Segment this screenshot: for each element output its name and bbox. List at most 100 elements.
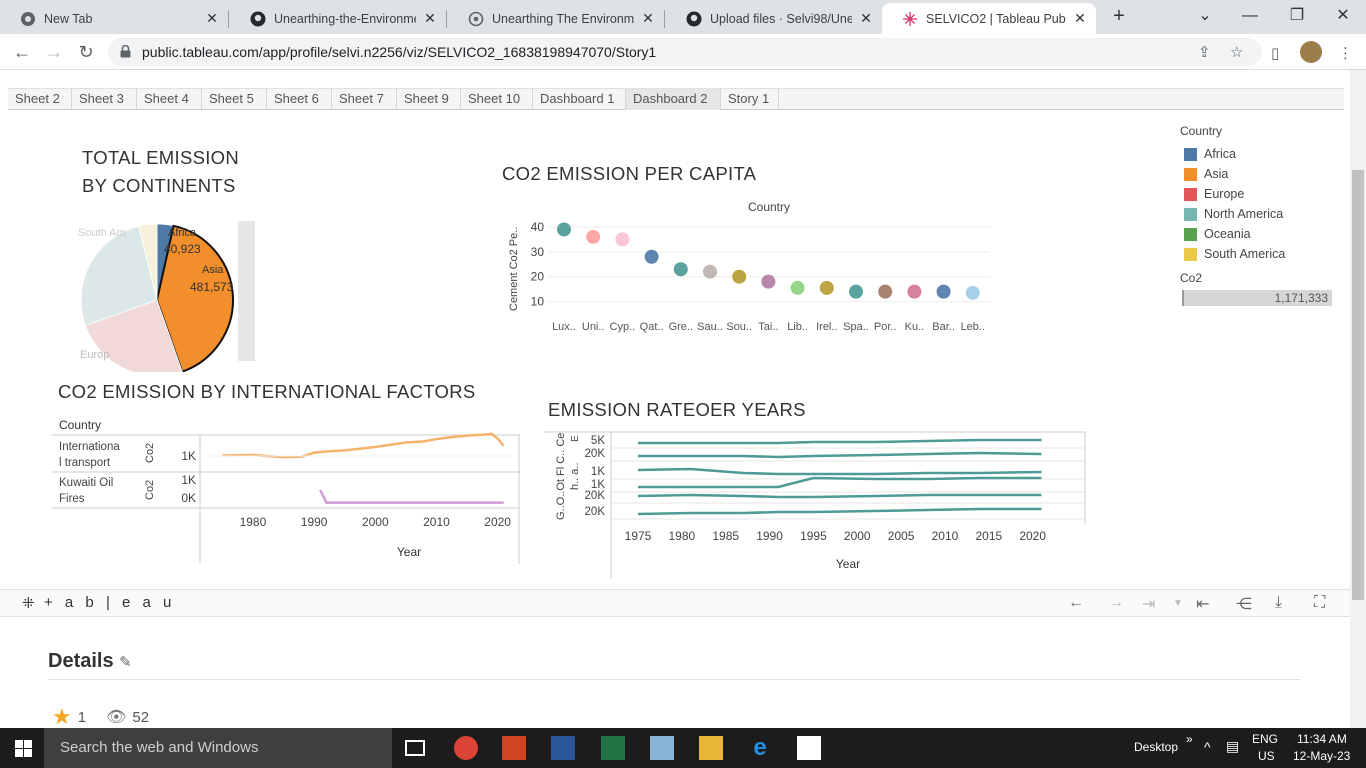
forward-arrow-icon[interactable]: → [45, 42, 63, 62]
legend-item[interactable]: Asia [1184, 164, 1228, 184]
reload-icon[interactable]: ↻ [78, 42, 94, 62]
tab-github-repo[interactable]: Unearthing-the-Environment ✕ [230, 3, 446, 34]
sheet-tab-sheet-5[interactable]: Sheet 5 [202, 89, 267, 110]
scatter-point[interactable] [965, 285, 980, 300]
windows-start-icon[interactable] [15, 740, 32, 762]
url-text[interactable]: public.tableau.com/app/profile/selvi.n22… [142, 44, 657, 60]
rate-line[interactable] [637, 467, 1042, 476]
favorite-star-icon[interactable]: ★ [52, 704, 72, 728]
sheet-tab-sheet-7[interactable]: Sheet 7 [332, 89, 397, 110]
legend-item[interactable]: Africa [1184, 144, 1236, 164]
tab-upload-files[interactable]: Upload files · Selvi98/Unearth ✕ [666, 3, 882, 34]
scatter-point[interactable] [732, 269, 747, 284]
sheet-tab-sheet-2[interactable]: Sheet 2 [8, 89, 72, 110]
task-view-icon[interactable] [405, 740, 425, 756]
legend-item[interactable]: North America [1184, 204, 1283, 224]
excel-icon[interactable] [601, 736, 625, 760]
notification-icon[interactable]: ▤ [1226, 738, 1240, 754]
close-icon[interactable]: ✕ [860, 10, 872, 26]
tab-new-tab[interactable]: New Tab ✕ [0, 3, 228, 34]
clock-time[interactable]: 11:34 AM [1297, 732, 1347, 746]
legend-item[interactable]: Europe [1184, 184, 1244, 204]
rate-line[interactable] [637, 493, 1042, 499]
scatter-point[interactable] [557, 222, 571, 237]
legend-item[interactable]: South America [1184, 244, 1285, 264]
sheet-tab-sheet-4[interactable]: Sheet 4 [137, 89, 202, 110]
line-kuwaiti-oil-fires[interactable] [319, 489, 504, 504]
scatter-point[interactable] [586, 229, 601, 244]
word-icon[interactable] [551, 736, 575, 760]
scatter-point[interactable] [819, 280, 834, 295]
scatter-point[interactable] [790, 280, 805, 295]
chrome-taskbar-icon[interactable] [454, 736, 478, 760]
desktop-toolbar-label[interactable]: Desktop [1134, 740, 1179, 754]
tab-tableau-active[interactable]: SELVICO2 | Tableau Public ✕ [882, 3, 1096, 34]
sheet-tab-sheet-9[interactable]: Sheet 9 [397, 89, 461, 110]
edit-pencil-icon[interactable]: ✎ [119, 654, 132, 671]
fullscreen-icon[interactable]: ⛶ [1314, 594, 1326, 611]
tab-search-icon[interactable]: ⌄ [1198, 7, 1212, 24]
sheet-tab-sheet-6[interactable]: Sheet 6 [267, 89, 332, 110]
sheet-tab-story-1[interactable]: Story 1 [721, 89, 779, 110]
rate-line[interactable] [638, 451, 1042, 459]
page-scrollbar[interactable] [1350, 70, 1366, 728]
close-icon[interactable]: ✕ [424, 10, 436, 26]
share-icon[interactable]: ⇪ [1198, 44, 1211, 61]
pie-slice-north-america[interactable] [80, 225, 158, 327]
menu-dots-icon[interactable]: ⋮ [1338, 45, 1353, 62]
edge-icon[interactable]: e [753, 734, 767, 761]
revert-icon[interactable]: ⇥ [1142, 596, 1156, 613]
scatter-point[interactable] [615, 232, 630, 247]
toolbar-expand-icon[interactable]: » [1186, 732, 1193, 746]
undo-icon[interactable]: ← [1068, 594, 1084, 611]
photos-icon[interactable] [797, 736, 821, 760]
bookmark-star-icon[interactable]: ☆ [1230, 44, 1244, 61]
share-network-icon[interactable]: ⋲ [1236, 596, 1252, 613]
lang-primary[interactable]: ENG [1252, 732, 1279, 746]
powerpoint-icon[interactable] [502, 736, 526, 760]
omnibox[interactable]: public.tableau.com/app/profile/selvi.n22… [108, 38, 1262, 66]
taskbar-search-box[interactable]: Search the web and Windows [44, 728, 392, 768]
reset-icon[interactable]: ⇤ [1196, 596, 1210, 613]
new-tab-button[interactable]: + [1113, 5, 1125, 27]
sheet-tab-dashboard-2[interactable]: Dashboard 2 [626, 89, 721, 110]
close-icon[interactable]: ✕ [1074, 10, 1086, 26]
notes-icon[interactable] [650, 736, 674, 760]
close-icon[interactable]: ✕ [642, 10, 654, 26]
scatter-point[interactable] [907, 284, 922, 299]
sheet-tab-sheet-3[interactable]: Sheet 3 [72, 89, 137, 110]
redo-icon[interactable]: → [1108, 594, 1124, 611]
scatter-point[interactable] [761, 274, 776, 289]
file-explorer-icon[interactable] [699, 736, 723, 760]
scatter-point[interactable] [849, 284, 863, 299]
pie-scroll-region[interactable] [238, 221, 255, 361]
scatter-point[interactable] [644, 249, 659, 264]
sheet-tab-dashboard-1[interactable]: Dashboard 1 [533, 89, 626, 110]
scatter-point[interactable] [878, 284, 893, 299]
rate-line[interactable] [638, 438, 1042, 445]
side-panel-icon[interactable]: ▯ [1271, 45, 1280, 62]
back-arrow-icon[interactable]: ← [13, 42, 31, 62]
scatter-point[interactable] [936, 284, 951, 299]
rate-line[interactable] [637, 507, 1042, 516]
tray-chevron-up-icon[interactable]: ^ [1204, 739, 1211, 755]
pie-slice-asia[interactable] [155, 224, 234, 372]
lang-secondary[interactable]: US [1258, 749, 1275, 763]
close-icon[interactable]: ✕ [206, 10, 218, 26]
clock-date[interactable]: 12-May-23 [1293, 749, 1351, 763]
scatter-point[interactable] [673, 262, 688, 277]
maximize-icon[interactable]: ❐ [1289, 7, 1305, 24]
rate-line[interactable] [638, 476, 1042, 489]
pie-slice-europe[interactable] [84, 299, 183, 372]
scatter-point[interactable] [703, 264, 717, 279]
revert-dropdown-icon[interactable]: ▼ [1173, 598, 1183, 609]
profile-avatar[interactable] [1300, 41, 1322, 63]
tab-unearthing[interactable]: Unearthing The Environment ✕ [448, 3, 664, 34]
legend-item[interactable]: Oceania [1184, 224, 1251, 244]
minimize-icon[interactable]: — [1242, 7, 1258, 24]
line-international-transport[interactable] [222, 432, 505, 459]
co2-range-bar[interactable]: 1,171,333 [1182, 290, 1332, 306]
sheet-tab-sheet-10[interactable]: Sheet 10 [461, 89, 533, 110]
pie-slice-south-america[interactable] [138, 223, 158, 301]
download-icon[interactable]: ⤓ [1275, 594, 1283, 611]
